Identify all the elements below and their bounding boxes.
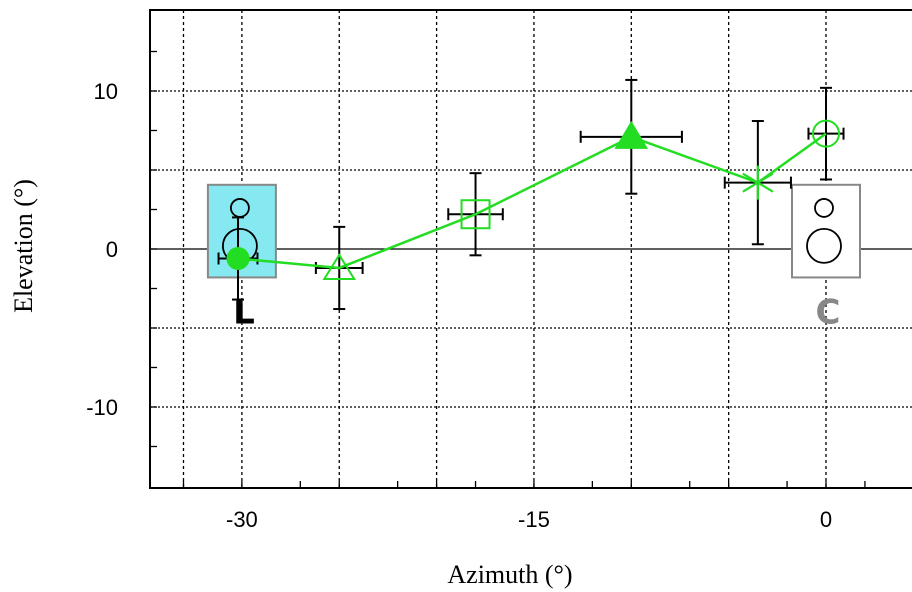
speaker-icon-C: C <box>791 183 861 332</box>
axis-ticks <box>150 50 866 488</box>
axis-labels: -30 -15 0 10 0 -10 <box>86 79 832 532</box>
y-tick-label: -10 <box>86 395 118 420</box>
error-bars <box>217 78 845 311</box>
grid-lines <box>150 10 912 488</box>
series-line <box>237 132 827 270</box>
x-tick-label: -15 <box>518 507 550 532</box>
data-point-asterisk <box>742 165 774 200</box>
speaker-head <box>814 198 834 218</box>
x-tick-label: -30 <box>226 507 258 532</box>
data-markers <box>226 119 840 280</box>
data-point-filled-circle <box>226 246 250 270</box>
data-point-filled-triangle <box>614 120 649 149</box>
data-point-open-square <box>460 199 491 230</box>
y-tick-label: 0 <box>106 237 118 262</box>
data-point-open-circle <box>812 119 840 148</box>
data-point-open-triangle <box>322 253 357 280</box>
y-axis-title: Elevation (°) <box>9 179 38 313</box>
x-axis-title: Azimuth (°) <box>447 560 572 589</box>
speaker-label: C <box>816 292 841 332</box>
x-tick-label: 0 <box>820 507 832 532</box>
speaker-label: L <box>233 292 255 332</box>
y-tick-label: 10 <box>94 79 118 104</box>
speaker-body <box>806 227 842 264</box>
